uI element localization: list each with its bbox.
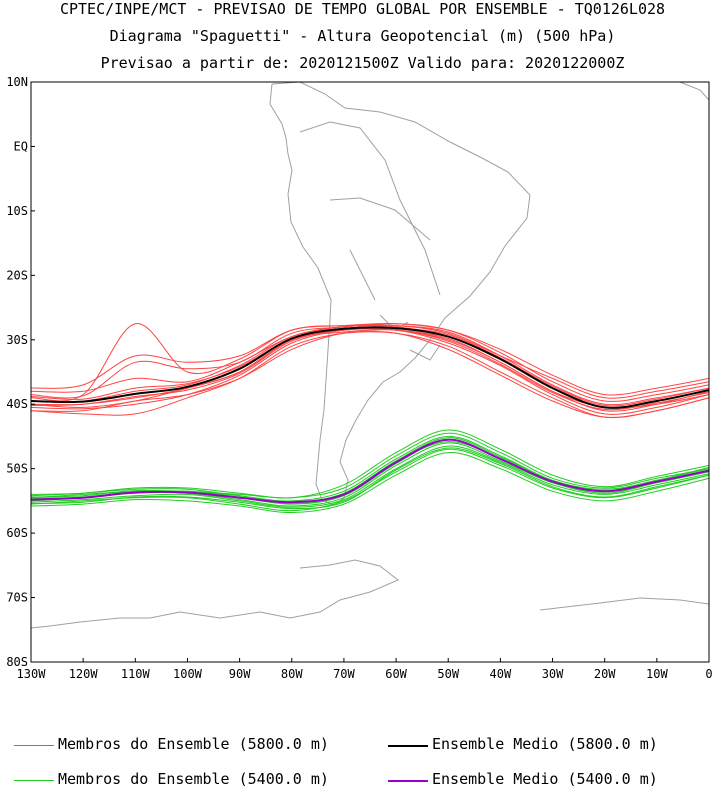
plot-frame (30, 81, 710, 663)
member-line-0-0 (31, 323, 709, 402)
legend-swatch-black (388, 745, 428, 747)
x-tick-label-6: 70W (333, 667, 355, 681)
x-tick-label-4: 90W (229, 667, 251, 681)
y-tick-label-3: 20S (6, 268, 28, 282)
y-tick-label-8: 70S (6, 591, 28, 605)
y-tick-label-7: 60S (6, 526, 28, 540)
legend-swatch-purple (388, 780, 428, 782)
contour-curves (31, 323, 709, 514)
mean-line-1 (31, 438, 709, 504)
y-tick-label-0: 10N (6, 75, 28, 89)
member-line-1-5 (31, 445, 709, 508)
x-tick-label-1: 120W (69, 667, 99, 681)
chart-title-line3: Previsao a partir de: 2020121500Z Valido… (100, 54, 625, 72)
chart-title-line2: Diagrama "Spaguetti" - Altura Geopotenci… (109, 27, 616, 45)
x-tick-label-9: 40W (490, 667, 512, 681)
x-tick-label-10: 30W (542, 667, 564, 681)
member-line-1-3 (31, 452, 709, 514)
member-line-0-4 (31, 324, 709, 399)
legend-members-5400: Membros do Ensemble (5400.0 m) (58, 770, 329, 788)
x-tick-label-5: 80W (281, 667, 303, 681)
mean-line-0 (31, 326, 709, 409)
x-tick-label-2: 110W (121, 667, 151, 681)
chart-title-line1: CPTEC/INPE/MCT - PREVISAO DE TEMPO GLOBA… (59, 0, 666, 18)
spaghetti-chart: 130W 120W 110W 100W 90W 80W 70W 60W 50W 40W 30W 20W… (6, 75, 712, 681)
y-tick-label-6: 50S (6, 462, 28, 476)
legend-mean-5800: Ensemble Medio (5800.0 m) (432, 735, 658, 753)
member-line-1-2 (31, 429, 709, 499)
x-tick-label-11: 20W (594, 667, 616, 681)
member-line-0-11 (31, 328, 709, 411)
member-line-0-5 (31, 328, 709, 412)
y-tick-label-1: EQ (14, 139, 28, 153)
x-tick-label-3: 100W (173, 667, 203, 681)
member-line-1-9 (31, 447, 709, 510)
x-tick-label-8: 50W (437, 667, 459, 681)
x-tick-label-0: 130W (17, 667, 47, 681)
x-tick-label-7: 60W (385, 667, 407, 681)
x-tick-label-12: 10W (646, 667, 668, 681)
legend-swatch-green (14, 780, 54, 781)
y-tick-label-4: 30S (6, 333, 28, 347)
member-line-0-6 (31, 323, 709, 396)
member-line-0-8 (31, 325, 709, 409)
y-tick-label-9: 80S (6, 655, 28, 669)
legend-mean-5400: Ensemble Medio (5400.0 m) (432, 770, 658, 788)
legend-swatch-red (14, 745, 54, 746)
axis-ticks: 130W 120W 110W 100W 90W 80W 70W 60W 50W 40W 30W 20W… (6, 75, 712, 681)
member-line-0-2 (31, 323, 709, 406)
member-line-1-6 (31, 435, 709, 502)
y-tick-label-5: 40S (6, 397, 28, 411)
legend-members-5800: Membros do Ensemble (5800.0 m) (58, 735, 329, 753)
x-tick-label-13: 0 (705, 667, 712, 681)
coastline-map (31, 82, 709, 629)
y-tick-label-2: 10S (6, 204, 28, 218)
